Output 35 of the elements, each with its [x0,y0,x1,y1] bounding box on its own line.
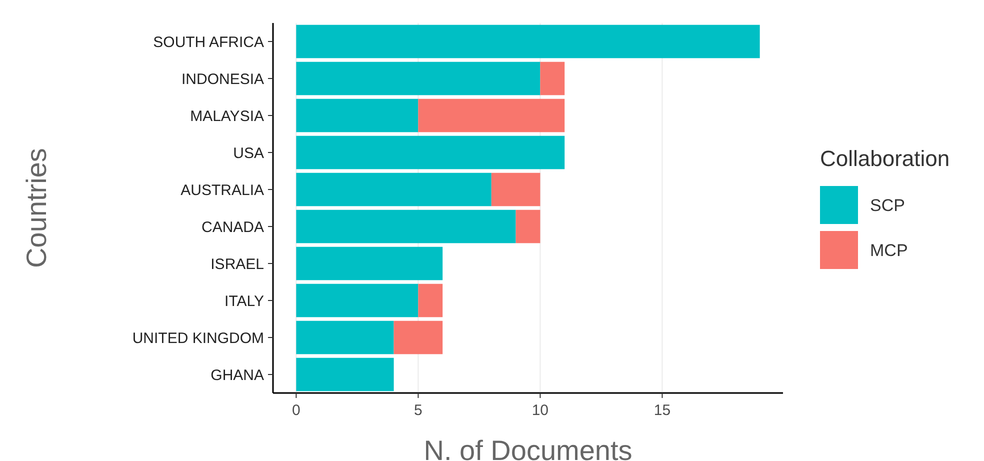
y-tick-label: USA [233,144,264,162]
y-axis-title: Countries [21,148,52,268]
bar [296,358,394,392]
y-tick-label: AUSTRALIA [180,182,264,199]
bar [296,62,540,96]
y-tick-label: MALAYSIA [190,108,264,125]
bar [296,24,760,58]
bar [296,136,565,170]
y-tick-label: SOUTH AFRICA [153,34,264,51]
x-tick-label: 0 [292,402,300,419]
bar [296,172,492,206]
bar [296,246,443,280]
bar [296,210,516,244]
legend-label: MCP [870,240,908,260]
bar [296,320,394,354]
y-tick-label: INDONESIA [181,70,264,88]
y-tick-label: GHANA [210,366,264,384]
x-tick-label: 15 [654,402,671,419]
x-tick-label: 5 [414,402,422,419]
bar [418,98,565,132]
bar [296,98,418,132]
x-axis-title: N. of Documents [424,435,632,461]
legend-title: Collaboration [820,146,950,171]
bar [418,284,443,318]
y-tick-label: UNITED KINGDOM [132,330,264,347]
y-tick-label: ITALY [224,292,264,310]
bar [296,284,418,318]
y-tick-label: ISRAEL [210,256,264,273]
legend-label: SCP [870,196,905,215]
bar [491,172,540,206]
x-tick-label: 10 [532,402,549,419]
bar [394,320,443,354]
bar [540,62,565,96]
bar [516,210,540,244]
y-tick-label: CANADA [201,218,264,236]
